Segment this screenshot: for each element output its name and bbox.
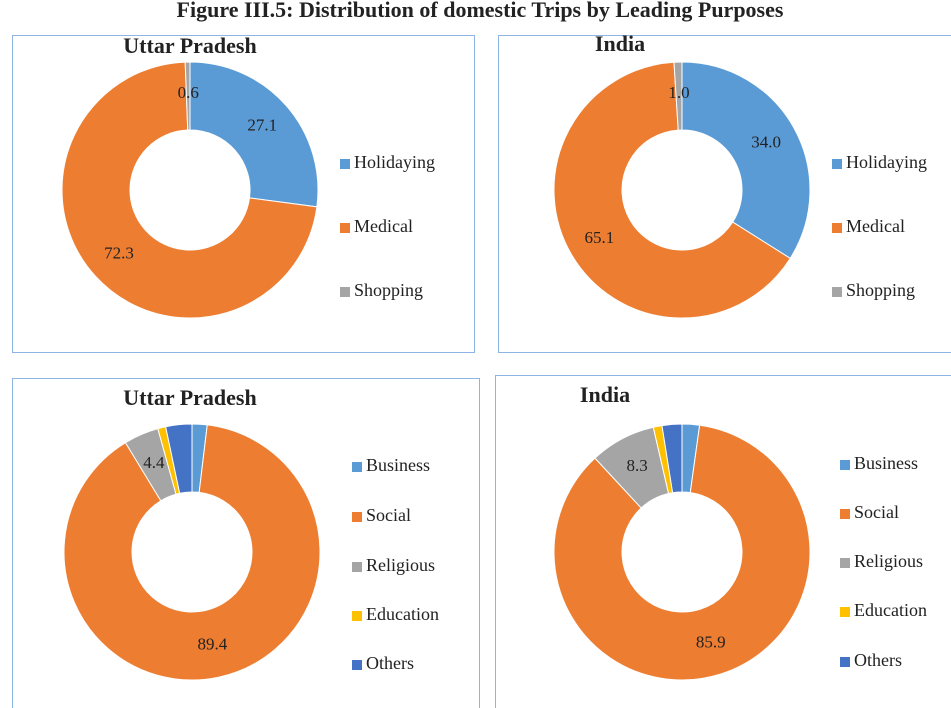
legend-label: Education <box>366 604 439 624</box>
legend-label: Shopping <box>354 280 423 300</box>
donut-segment <box>189 61 319 208</box>
legend-swatch <box>352 462 362 472</box>
donut-segment <box>553 61 791 319</box>
legend-label: Social <box>366 505 411 525</box>
data-label: 27.1 <box>247 116 277 135</box>
legend-swatch <box>832 287 842 297</box>
legend-label: Medical <box>846 216 905 236</box>
data-label: 72.3 <box>104 244 134 263</box>
legend-swatch <box>832 159 842 169</box>
legend-label: Religious <box>366 555 435 575</box>
legend-swatch <box>840 558 850 568</box>
legend-swatch <box>340 223 350 233</box>
legend-swatch <box>832 223 842 233</box>
legend-swatch <box>352 611 362 621</box>
legend-swatch <box>840 509 850 519</box>
legend-label: Holidaying <box>846 152 927 172</box>
legend-label: Religious <box>854 551 923 571</box>
donut-segment <box>184 61 191 131</box>
legend-label: Others <box>366 653 414 673</box>
donut-segment <box>661 423 683 494</box>
legend-swatch <box>340 159 350 169</box>
legend-label: Holidaying <box>354 152 435 172</box>
legend-label: Social <box>854 502 899 522</box>
donut-segment <box>63 424 321 681</box>
panel-frame <box>12 378 480 708</box>
donut-segment <box>165 423 193 494</box>
donut-segment <box>673 61 683 131</box>
data-label: 85.9 <box>696 632 726 651</box>
chart-title: India <box>580 382 630 407</box>
legend-swatch <box>352 562 362 572</box>
data-label: 34.0 <box>751 133 781 152</box>
legend-label: Business <box>366 455 430 475</box>
data-label: 89.4 <box>197 635 227 654</box>
legend-label: Others <box>854 650 902 670</box>
data-label: 0.6 <box>178 83 199 102</box>
legend-label: Medical <box>354 216 413 236</box>
data-label: 65.1 <box>585 228 615 247</box>
legend-swatch <box>340 287 350 297</box>
panel-frame <box>498 35 951 353</box>
donut-segment <box>681 61 811 260</box>
panel-frame <box>12 35 475 353</box>
donut-segment <box>61 61 318 319</box>
legend-swatch <box>840 460 850 470</box>
chart-title: Uttar Pradesh <box>123 33 256 58</box>
data-label: 1.0 <box>668 83 689 102</box>
legend-swatch <box>352 512 362 522</box>
data-label: 8.3 <box>626 456 647 475</box>
legend-swatch <box>840 607 850 617</box>
donut-segment <box>553 424 811 681</box>
chart-title: Uttar Pradesh <box>123 385 256 410</box>
legend-label: Shopping <box>846 280 915 300</box>
legend-label: Business <box>854 453 918 473</box>
figure-title: Figure III.5: Distribution of domestic T… <box>177 0 784 22</box>
legend-swatch <box>840 657 850 667</box>
panel-frame <box>495 375 951 708</box>
legend-label: Education <box>854 600 927 620</box>
data-label: 4.4 <box>143 453 165 472</box>
chart-title: India <box>595 31 645 56</box>
legend-swatch <box>352 660 362 670</box>
